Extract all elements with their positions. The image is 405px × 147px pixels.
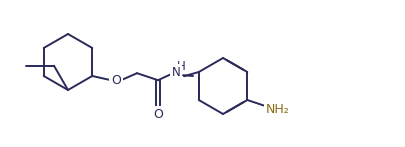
Text: O: O: [111, 74, 121, 87]
Text: O: O: [153, 108, 162, 121]
Text: NH₂: NH₂: [266, 103, 289, 116]
Text: N: N: [171, 66, 180, 79]
Text: H: H: [176, 60, 185, 73]
